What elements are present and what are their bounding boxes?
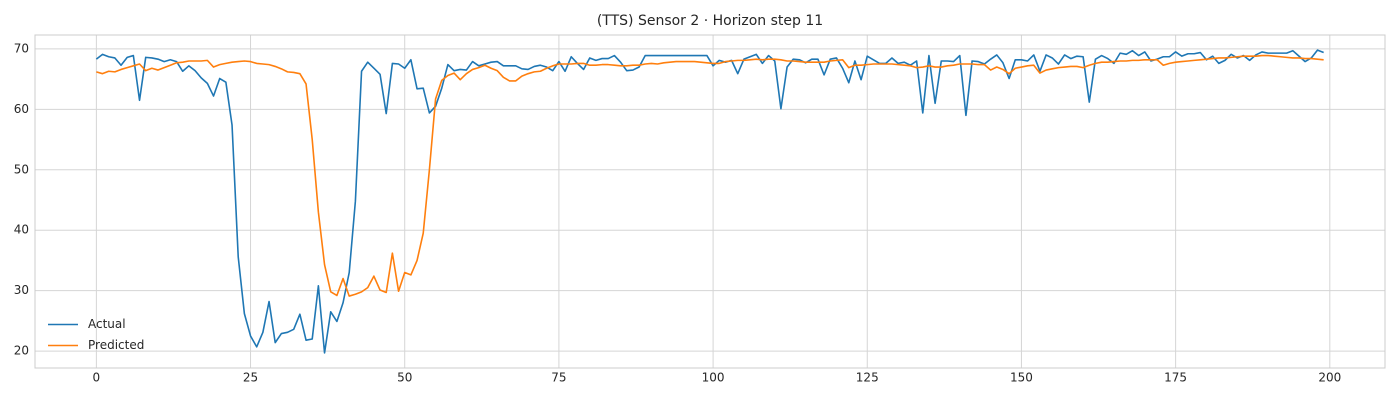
chart-title: (TTS) Sensor 2 · Horizon step 11 (597, 13, 823, 29)
plot-frame (34, 34, 1386, 369)
x-tick-label: 50 (397, 371, 412, 385)
series-line (95, 49, 1324, 354)
legend-label: Predicted (88, 338, 144, 352)
x-tick-label: 175 (1164, 371, 1187, 385)
y-tick-label: 70 (14, 41, 29, 55)
y-tick-label: 40 (14, 223, 29, 237)
x-tick-label: 100 (702, 371, 725, 385)
x-tick-label: 125 (856, 371, 879, 385)
x-tick-label: 25 (243, 371, 258, 385)
legend-label: Actual (88, 317, 126, 331)
x-tick-label: 150 (1010, 371, 1033, 385)
y-tick-label: 50 (14, 162, 29, 176)
x-tick-label: 200 (1318, 371, 1341, 385)
series-line (96, 54, 1324, 297)
x-tick-label: 75 (551, 371, 566, 385)
y-tick-label: 60 (14, 102, 29, 116)
y-tick-label: 30 (14, 283, 29, 297)
x-tick-label: 0 (93, 371, 101, 385)
y-tick-label: 20 (14, 344, 29, 358)
